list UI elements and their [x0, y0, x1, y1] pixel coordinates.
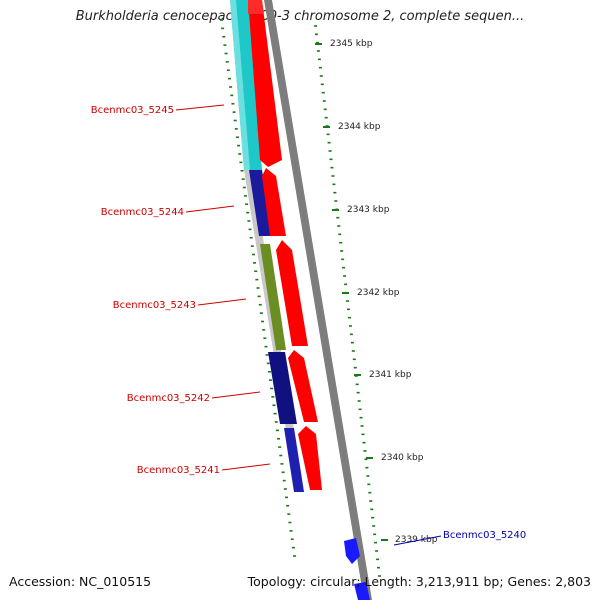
kbp-label: 2341 kbp — [369, 370, 412, 380]
cog-5245-shade — [230, 0, 250, 170]
gene-label-5240[interactable]: Bcenmc03_5240 — [443, 530, 526, 541]
cog-5241[interactable] — [284, 428, 304, 492]
kbp-label: 2344 kbp — [338, 122, 381, 132]
leader-line — [197, 298, 247, 306]
leader-line — [221, 463, 271, 471]
leader-line — [211, 391, 261, 399]
gene-labels: Bcenmc03_5245 Bcenmc03_5244 Bcenmc03_524… — [91, 104, 526, 546]
cog-5242[interactable] — [268, 352, 297, 424]
gene-arrow-5242[interactable] — [288, 350, 318, 422]
leader-line — [185, 205, 235, 213]
kbp-label: 2339 kbp — [395, 535, 438, 545]
leader-line — [175, 104, 225, 111]
cog-strand — [230, 0, 304, 492]
gene-arrow-5243[interactable] — [276, 240, 308, 346]
gene-arrow-5245-top[interactable] — [248, 0, 264, 14]
gene-arrow-5245[interactable] — [248, 0, 282, 167]
kbp-label: 2340 kbp — [381, 453, 424, 463]
kbp-label: 2342 kbp — [357, 288, 400, 298]
cog-5244[interactable] — [249, 170, 272, 236]
gene-label-5245[interactable]: Bcenmc03_5245 — [91, 105, 174, 116]
forward-genes — [248, 0, 322, 490]
leader-line — [393, 535, 442, 546]
gene-arrow-5241[interactable] — [298, 426, 322, 490]
gene-arrow-5240[interactable] — [344, 538, 360, 564]
kbp-label: 2343 kbp — [347, 205, 390, 215]
gene-arrow-next[interactable] — [354, 582, 370, 600]
map-title: Burkholderia cenocepacia MC0-3 chromosom… — [75, 9, 525, 24]
reverse-genes — [344, 538, 370, 600]
gene-label-5243[interactable]: Bcenmc03_5243 — [113, 300, 196, 311]
backbone-outer — [264, 0, 372, 600]
accession-text: Accession: NC_010515 — [9, 574, 152, 589]
kbp-scale: 2345 kbp 2344 kbp 2343 kbp 2342 kbp 2341… — [315, 39, 438, 545]
minor-ticks — [220, 19, 381, 577]
kbp-label: 2345 kbp — [330, 39, 373, 49]
cog-5243[interactable] — [260, 244, 286, 350]
gene-label-5242[interactable]: Bcenmc03_5242 — [127, 393, 210, 404]
gene-label-5244[interactable]: Bcenmc03_5244 — [101, 207, 184, 218]
gene-arrow-5244[interactable] — [262, 168, 286, 236]
gene-label-5241[interactable]: Bcenmc03_5241 — [137, 465, 220, 476]
summary-text: Topology: circular; Length: 3,213,911 bp… — [247, 574, 591, 589]
